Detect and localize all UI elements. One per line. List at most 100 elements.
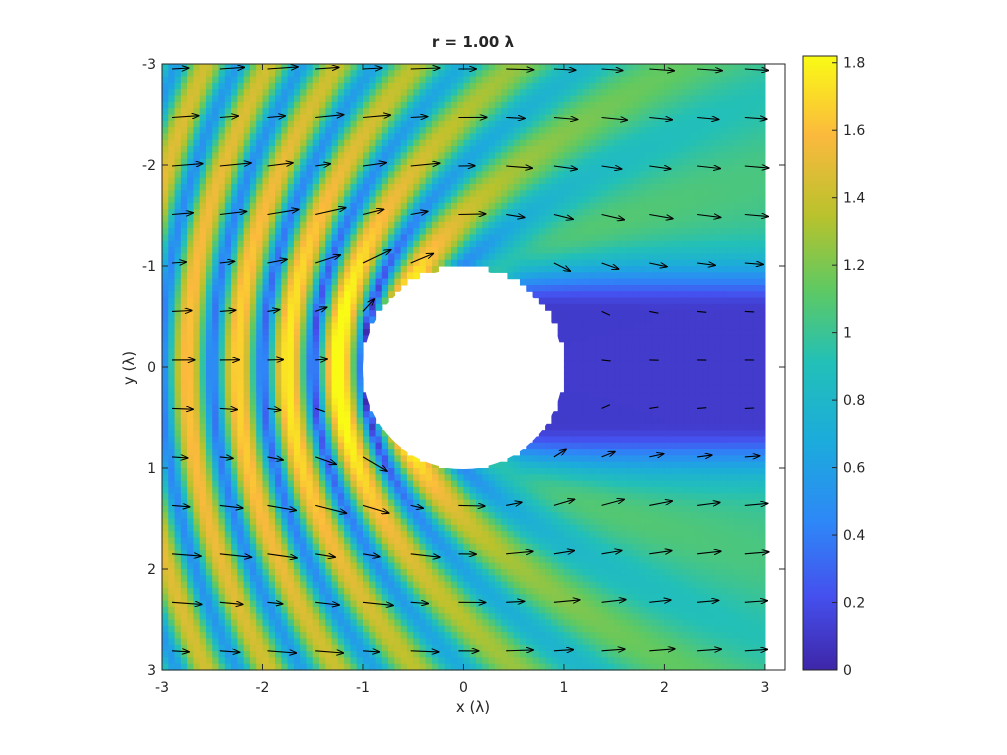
heatmap-cell — [344, 411, 352, 419]
heatmap-cell — [268, 392, 276, 400]
heatmap-cell — [482, 600, 490, 608]
heatmap-cell — [212, 550, 220, 557]
heatmap-cell — [344, 404, 352, 412]
heatmap-cell — [344, 108, 352, 116]
heatmap-cell — [406, 518, 414, 526]
heatmap-cell — [501, 89, 509, 97]
heatmap-cell — [306, 240, 314, 248]
heatmap-cell — [350, 221, 358, 229]
heatmap-cell — [281, 259, 289, 267]
heatmap-cell — [237, 562, 245, 570]
heatmap-cell — [180, 114, 188, 122]
heatmap-cell — [281, 284, 289, 292]
heatmap-cell — [168, 196, 176, 204]
heatmap-cell — [312, 139, 320, 147]
heatmap-cell — [262, 657, 270, 665]
heatmap-cell — [381, 165, 389, 172]
heatmap-cell — [469, 82, 477, 90]
heatmap-cell — [375, 480, 383, 488]
heatmap-cell — [513, 82, 521, 90]
heatmap-cell — [319, 316, 326, 324]
heatmap-cell — [438, 480, 446, 488]
heatmap-cell — [218, 190, 226, 198]
heatmap-cell — [281, 430, 289, 438]
heatmap-cell — [293, 348, 301, 355]
heatmap-cell — [482, 480, 490, 488]
heatmap-cell — [457, 95, 465, 103]
heatmap-cell — [488, 183, 496, 191]
heatmap-cell — [344, 146, 352, 153]
heatmap-cell — [419, 512, 427, 520]
heatmap-cell — [218, 297, 226, 305]
heatmap-cell — [463, 240, 471, 248]
heatmap-cell — [237, 486, 245, 494]
heatmap-cell — [218, 474, 226, 482]
heatmap-cell — [231, 556, 238, 564]
heatmap-cell — [231, 499, 238, 507]
heatmap-cell — [337, 259, 345, 267]
heatmap-cell — [281, 638, 289, 646]
heatmap-cell — [231, 133, 238, 141]
heatmap-cell — [312, 524, 320, 532]
heatmap-cell — [356, 543, 364, 551]
heatmap-cell — [205, 354, 213, 362]
heatmap-cell — [482, 190, 490, 198]
heatmap-cell — [162, 215, 169, 223]
heatmap-cell — [224, 505, 232, 513]
heatmap-cell — [199, 600, 207, 608]
heatmap-cell — [425, 638, 433, 646]
heatmap-cell — [256, 127, 264, 135]
heatmap-cell — [400, 278, 408, 286]
heatmap-cell — [237, 587, 245, 595]
heatmap-cell — [444, 581, 452, 589]
heatmap-cell — [205, 493, 213, 501]
heatmap-cell — [231, 253, 238, 261]
heatmap-cell — [425, 632, 433, 640]
heatmap-cell — [494, 606, 502, 614]
heatmap-cell — [375, 442, 383, 450]
heatmap-cell — [287, 152, 295, 160]
heatmap-cell — [388, 663, 395, 671]
heatmap-cell — [237, 449, 245, 456]
heatmap-cell — [281, 215, 289, 223]
heatmap-cell — [319, 531, 326, 539]
heatmap-cell — [337, 133, 345, 141]
heatmap-cell — [249, 480, 257, 488]
heatmap-cell — [356, 644, 364, 652]
heatmap-cell — [287, 379, 295, 387]
heatmap-cell — [243, 64, 251, 71]
heatmap-cell — [243, 266, 251, 273]
heatmap-cell — [162, 651, 169, 658]
heatmap-cell — [168, 70, 176, 78]
heatmap-cell — [224, 411, 232, 419]
heatmap-cell — [494, 70, 502, 78]
heatmap-cell — [193, 297, 201, 305]
heatmap-cell — [419, 524, 427, 532]
heatmap-cell — [488, 152, 496, 160]
heatmap-cell — [419, 581, 427, 589]
heatmap-cell — [457, 177, 465, 185]
heatmap-cell — [400, 146, 408, 153]
heatmap-cell — [344, 575, 352, 583]
heatmap-cell — [457, 657, 465, 665]
heatmap-cell — [199, 190, 207, 198]
heatmap-cell — [381, 82, 389, 90]
heatmap-cell — [400, 171, 408, 179]
heatmap-cell — [300, 165, 308, 172]
heatmap-cell — [187, 234, 194, 242]
heatmap-cell — [312, 543, 320, 551]
heatmap-cell — [375, 291, 383, 299]
heatmap-cell — [268, 82, 276, 90]
heatmap-cell — [243, 291, 251, 299]
heatmap-cell — [281, 108, 289, 116]
heatmap-cell — [275, 335, 282, 343]
heatmap-cell — [162, 385, 169, 393]
heatmap-cell — [482, 505, 490, 513]
heatmap-cell — [425, 575, 433, 583]
heatmap-cell — [218, 543, 226, 551]
heatmap-cell — [369, 240, 377, 248]
heatmap-cell — [501, 158, 509, 166]
heatmap-cell — [507, 89, 515, 97]
heatmap-cell — [519, 543, 527, 551]
heatmap-cell — [249, 127, 257, 135]
